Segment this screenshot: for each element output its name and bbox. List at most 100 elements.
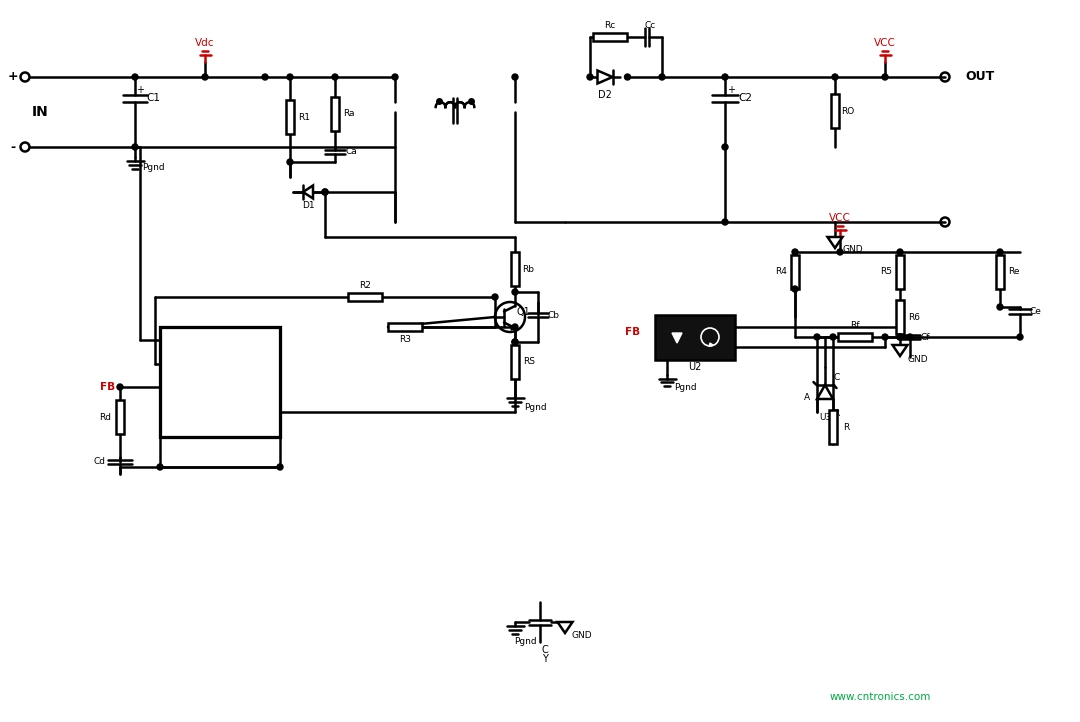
- Text: Pgnd: Pgnd: [141, 162, 164, 172]
- Text: D2: D2: [598, 90, 612, 100]
- Text: CS: CS: [163, 407, 175, 417]
- Text: Cf: Cf: [920, 333, 930, 342]
- Text: IN: IN: [31, 105, 49, 119]
- Text: A: A: [804, 393, 810, 401]
- Text: C2: C2: [738, 93, 752, 103]
- Text: FB: FB: [625, 327, 640, 337]
- Circle shape: [882, 74, 888, 80]
- Text: Pgnd: Pgnd: [674, 383, 697, 392]
- Text: Cb: Cb: [546, 310, 559, 320]
- Bar: [828, 410, 837, 444]
- Bar: [286, 100, 294, 134]
- Bar: [388, 323, 422, 331]
- Text: U2: U2: [688, 362, 702, 372]
- Bar: [511, 252, 519, 286]
- Circle shape: [322, 189, 328, 195]
- Text: VIN: VIN: [163, 336, 178, 344]
- Circle shape: [512, 74, 518, 80]
- Text: Re: Re: [1009, 267, 1020, 277]
- Circle shape: [997, 249, 1003, 255]
- Text: Cc: Cc: [645, 22, 656, 30]
- Polygon shape: [827, 237, 842, 248]
- Circle shape: [117, 384, 123, 390]
- Text: Pgnd: Pgnd: [514, 638, 537, 646]
- Circle shape: [792, 249, 798, 255]
- Text: Rb: Rb: [522, 264, 534, 274]
- Text: Rd: Rd: [99, 412, 111, 422]
- Text: R3: R3: [399, 334, 411, 344]
- Circle shape: [1017, 334, 1023, 340]
- Circle shape: [831, 334, 836, 340]
- Text: GND: GND: [571, 632, 592, 640]
- Circle shape: [276, 464, 283, 470]
- Text: U1: U1: [212, 365, 229, 378]
- Circle shape: [832, 74, 838, 80]
- Circle shape: [792, 286, 798, 292]
- Text: +: +: [8, 71, 18, 84]
- Circle shape: [723, 219, 728, 225]
- Text: Ra: Ra: [343, 110, 354, 118]
- Text: C1: C1: [146, 93, 160, 103]
- Text: +: +: [727, 85, 735, 95]
- Circle shape: [837, 249, 843, 255]
- Bar: [996, 255, 1004, 289]
- Text: OUT: OUT: [966, 71, 995, 84]
- Text: R2: R2: [359, 281, 370, 290]
- Polygon shape: [708, 343, 713, 347]
- Text: Q1: Q1: [516, 307, 530, 317]
- Circle shape: [262, 74, 268, 80]
- Text: R: R: [842, 422, 849, 432]
- Bar: [593, 32, 627, 41]
- Circle shape: [492, 294, 498, 300]
- Circle shape: [332, 74, 338, 80]
- Text: Rc: Rc: [605, 22, 616, 30]
- Bar: [791, 255, 799, 289]
- Polygon shape: [557, 622, 572, 633]
- Circle shape: [322, 189, 328, 195]
- Polygon shape: [303, 186, 313, 199]
- Circle shape: [132, 74, 138, 80]
- Text: Rf: Rf: [850, 321, 860, 329]
- Text: -: -: [11, 141, 15, 154]
- Circle shape: [723, 144, 728, 150]
- Circle shape: [897, 334, 903, 340]
- Circle shape: [512, 339, 518, 345]
- Text: Pgnd: Pgnd: [524, 402, 546, 412]
- Polygon shape: [672, 333, 681, 343]
- Text: CS: CS: [163, 407, 175, 417]
- Text: GND: GND: [163, 427, 184, 437]
- Text: www.cntronics.com: www.cntronics.com: [829, 692, 931, 702]
- Circle shape: [659, 74, 665, 80]
- Text: U3: U3: [819, 412, 832, 422]
- Circle shape: [512, 289, 518, 295]
- Bar: [838, 333, 872, 342]
- Circle shape: [723, 74, 728, 80]
- Circle shape: [814, 334, 820, 340]
- Circle shape: [624, 74, 631, 80]
- Text: Ca: Ca: [346, 147, 356, 157]
- Text: FB: FB: [163, 383, 174, 391]
- Text: Y: Y: [542, 654, 548, 664]
- Text: GND: GND: [842, 245, 863, 254]
- Text: RS: RS: [523, 357, 535, 367]
- Bar: [116, 400, 124, 434]
- Circle shape: [512, 339, 518, 345]
- Bar: [348, 292, 382, 301]
- Bar: [511, 345, 519, 379]
- Polygon shape: [892, 345, 907, 356]
- Circle shape: [897, 334, 903, 340]
- Text: PWM: PWM: [163, 360, 185, 368]
- Circle shape: [202, 74, 208, 80]
- Text: R5: R5: [880, 267, 892, 277]
- Polygon shape: [816, 385, 833, 399]
- Bar: [895, 255, 904, 289]
- Bar: [895, 300, 904, 334]
- Text: GND: GND: [907, 355, 929, 363]
- Text: FB: FB: [99, 382, 114, 392]
- Bar: [654, 315, 735, 360]
- Text: C: C: [834, 373, 840, 381]
- Text: R4: R4: [775, 267, 787, 277]
- Text: R: R: [833, 409, 839, 419]
- Text: Vdc: Vdc: [195, 38, 215, 48]
- Text: D1: D1: [301, 201, 314, 209]
